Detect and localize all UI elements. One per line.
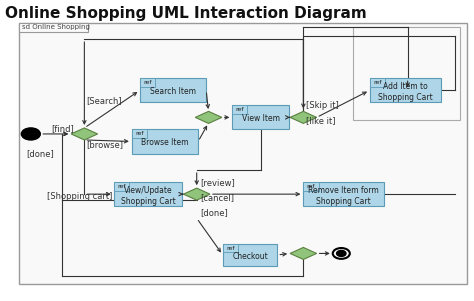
Text: [Search]: [Search] (87, 96, 122, 105)
Polygon shape (290, 247, 317, 259)
Polygon shape (183, 188, 210, 200)
Circle shape (21, 128, 40, 140)
FancyBboxPatch shape (370, 78, 385, 87)
FancyBboxPatch shape (132, 129, 198, 154)
Polygon shape (290, 111, 317, 123)
Text: Add Item to
Shopping Cart: Add Item to Shopping Cart (378, 82, 433, 102)
FancyBboxPatch shape (140, 78, 206, 102)
Text: ref: ref (373, 80, 382, 85)
Text: ref: ref (226, 246, 235, 250)
Text: [Skip it]: [Skip it] (306, 101, 338, 110)
Text: sd Online Shopping: sd Online Shopping (22, 24, 90, 30)
FancyBboxPatch shape (370, 78, 441, 102)
Text: [find]: [find] (51, 124, 74, 133)
Text: [like it]: [like it] (306, 116, 335, 126)
FancyBboxPatch shape (223, 244, 238, 252)
FancyBboxPatch shape (19, 23, 88, 32)
Text: [review]: [review] (200, 178, 235, 188)
Text: ref: ref (135, 131, 144, 136)
Text: [browse]: [browse] (87, 140, 124, 149)
FancyBboxPatch shape (114, 182, 182, 206)
Circle shape (337, 250, 346, 256)
FancyBboxPatch shape (114, 182, 129, 191)
Text: ref: ref (307, 184, 315, 189)
Text: [done]: [done] (26, 149, 54, 158)
Text: [Shopping cart]: [Shopping cart] (47, 192, 113, 201)
FancyBboxPatch shape (353, 27, 460, 120)
Text: View Item: View Item (242, 114, 280, 123)
Text: View/Update
Shopping Cart: View/Update Shopping Cart (121, 186, 175, 206)
FancyBboxPatch shape (19, 23, 467, 284)
Text: Search Item: Search Item (150, 87, 196, 96)
FancyBboxPatch shape (303, 182, 384, 206)
FancyBboxPatch shape (232, 105, 247, 114)
FancyBboxPatch shape (303, 182, 319, 191)
Text: Remove Item form
Shopping Cart: Remove Item form Shopping Cart (308, 186, 379, 206)
Text: ref: ref (236, 107, 244, 112)
Text: Browse Item: Browse Item (141, 138, 189, 147)
FancyBboxPatch shape (232, 105, 289, 129)
FancyBboxPatch shape (132, 129, 147, 138)
Text: Online Shopping UML Interaction Diagram: Online Shopping UML Interaction Diagram (5, 6, 366, 21)
FancyBboxPatch shape (140, 78, 155, 87)
Text: [cancel]: [cancel] (200, 194, 234, 203)
Polygon shape (71, 128, 98, 140)
FancyBboxPatch shape (223, 244, 277, 266)
Text: [done]: [done] (200, 209, 228, 218)
Text: ref: ref (117, 184, 126, 189)
Polygon shape (195, 111, 222, 123)
Text: Checkout: Checkout (232, 252, 268, 261)
Text: ref: ref (143, 80, 152, 85)
